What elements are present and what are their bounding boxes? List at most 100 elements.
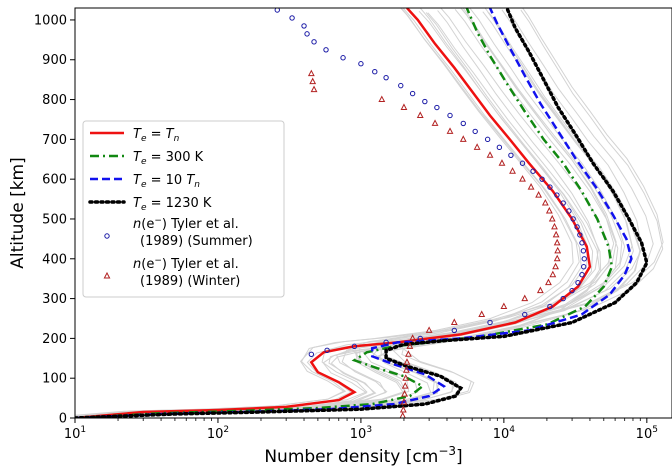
legend-label-1: Te = 300 K <box>133 150 204 167</box>
legend-label-line1: n(e−) Tyler et al. <box>133 216 239 232</box>
data-point <box>500 302 508 310</box>
data-point <box>409 334 417 341</box>
data-point <box>401 382 409 389</box>
data-point <box>548 214 556 222</box>
data-point <box>560 200 566 206</box>
x-tick-label: 102 <box>207 425 229 442</box>
data-point <box>383 339 389 346</box>
ensemble-line <box>75 8 574 416</box>
x-axis-label: Number density [cm−3] <box>264 444 462 467</box>
data-point <box>431 119 439 126</box>
data-point <box>274 8 280 13</box>
data-point <box>340 55 346 61</box>
y-tick-label: 500 <box>42 212 67 227</box>
data-point <box>447 112 453 119</box>
data-point <box>372 68 378 75</box>
data-point <box>566 208 572 214</box>
y-tick-label: 600 <box>42 173 67 188</box>
y-tick-label: 200 <box>42 332 67 347</box>
data-point <box>324 347 330 354</box>
data-point <box>311 39 317 45</box>
data-point <box>547 184 553 190</box>
data-point <box>309 77 317 85</box>
data-point <box>403 358 411 365</box>
data-point <box>398 82 404 89</box>
data-point <box>560 295 566 302</box>
data-point <box>547 303 553 310</box>
data-point <box>400 397 408 405</box>
data-point <box>399 405 407 413</box>
series-line-2 <box>75 8 633 418</box>
data-point <box>519 175 526 182</box>
legend-marker-1 <box>103 271 111 279</box>
data-point <box>459 135 467 142</box>
marker-series-5 <box>307 69 562 418</box>
axes: 101 102 103 104 105 0 100 200 300 400 500 600 700 800… <box>8 7 672 467</box>
data-point <box>519 160 526 166</box>
y-tick-label: 900 <box>42 53 67 68</box>
data-point <box>579 240 585 246</box>
data-point <box>416 111 424 118</box>
legend-label-3: Te = 1230 K <box>133 196 212 213</box>
data-point <box>434 104 440 111</box>
data-point <box>522 311 528 318</box>
y-tick-label: 1000 <box>34 13 67 28</box>
data-point <box>527 183 535 190</box>
legend-marker-0 <box>104 233 110 239</box>
data-point <box>422 98 428 105</box>
data-point <box>574 224 580 230</box>
legend-box <box>82 120 285 298</box>
data-point <box>496 144 503 151</box>
data-point <box>552 230 560 238</box>
data-point <box>579 271 585 278</box>
data-point <box>310 85 318 93</box>
y-tick-label: 400 <box>42 252 67 267</box>
data-point <box>460 120 466 127</box>
data-point <box>569 287 575 294</box>
data-point <box>581 256 587 262</box>
data-point <box>402 374 410 381</box>
data-point <box>484 136 491 143</box>
y-tick-label: 700 <box>42 133 67 148</box>
data-point <box>549 270 557 278</box>
data-point <box>400 103 408 111</box>
x-tick-label: 104 <box>493 425 516 442</box>
data-point <box>383 74 389 81</box>
data-point <box>581 264 587 270</box>
data-point <box>417 335 423 342</box>
legend: Te = Tn Te = 300 K Te = 10 Tn Te = 1230 K n(… <box>82 120 285 298</box>
legend-label-line1: n(e−) Tyler et al. <box>133 256 239 272</box>
data-point <box>498 159 506 166</box>
data-point <box>425 326 433 333</box>
data-point <box>473 143 481 150</box>
data-point <box>409 90 416 97</box>
legend-label-line2: (1989) (Summer) <box>140 234 253 249</box>
series-line-1 <box>75 8 614 418</box>
data-point <box>545 278 552 286</box>
data-point <box>545 206 553 214</box>
data-point <box>307 69 315 77</box>
x-tick-label: 103 <box>350 425 372 442</box>
data-point <box>536 286 544 294</box>
data-point <box>401 390 408 397</box>
y-tick-label: 300 <box>42 292 67 307</box>
data-point <box>530 168 536 174</box>
data-point <box>446 127 454 134</box>
legend-label-2: Te = 10 Tn <box>133 173 200 190</box>
data-point <box>553 238 561 246</box>
data-point <box>509 167 516 174</box>
y-tick-label: 800 <box>42 93 67 108</box>
data-point <box>406 342 414 349</box>
data-point <box>358 61 364 67</box>
data-point <box>577 232 583 238</box>
data-point <box>405 350 412 357</box>
data-point <box>451 327 457 334</box>
data-point <box>539 176 545 182</box>
data-point <box>478 310 486 318</box>
data-point <box>553 254 561 262</box>
data-point <box>486 151 494 158</box>
plot-frame <box>74 7 672 419</box>
data-point <box>521 294 529 302</box>
data-point <box>351 343 358 350</box>
